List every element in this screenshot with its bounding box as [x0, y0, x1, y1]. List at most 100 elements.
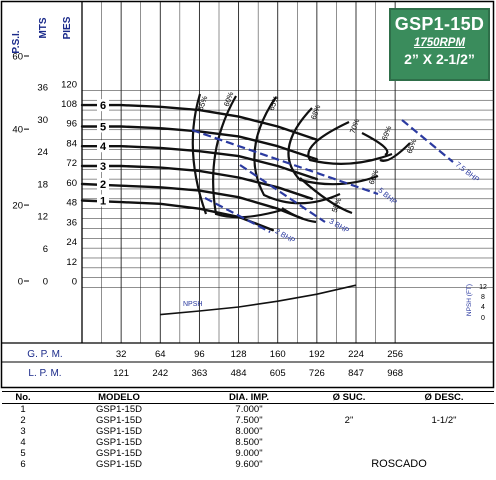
row-no: 2	[20, 415, 26, 426]
head-curve-4	[80, 145, 319, 181]
efficiency-curve	[299, 177, 353, 215]
row-desc	[394, 404, 494, 416]
gpm-label: G. P. M.	[27, 349, 62, 360]
efficiency-curve	[212, 95, 283, 219]
curve-number-bg	[97, 178, 109, 191]
npsh-tick: 4	[481, 304, 485, 311]
npsh-tick: 0	[481, 315, 485, 322]
lpm-tick: 847	[348, 368, 364, 379]
pies-tick: 108	[61, 99, 77, 110]
model-table: No. MODELO DIA. IMP. Ø SUC. Ø DESC. 1 GSP…	[2, 391, 494, 470]
gpm-tick: 32	[116, 349, 127, 360]
table-row: 5 GSP1-15D 9.000"	[2, 448, 494, 459]
row-no: 5	[20, 448, 26, 459]
pies-axis-label: PIES	[62, 16, 73, 39]
efficiency-curve	[281, 207, 317, 224]
bhp-line	[191, 128, 379, 196]
mts-tick: 36	[37, 82, 48, 93]
efficiency-label: 68%	[309, 103, 323, 120]
psi-tick: 20	[12, 201, 23, 212]
mts-tick: 24	[37, 147, 48, 158]
row-no: 6	[20, 459, 26, 470]
row-dia: 9.600"	[235, 459, 263, 470]
head-curve-3	[80, 164, 314, 200]
row-desc: 1-1/2"	[431, 415, 457, 426]
row-suc	[304, 426, 394, 437]
gpm-tick: 128	[231, 349, 247, 360]
col-no: No.	[2, 391, 44, 404]
pies-tick: 24	[66, 237, 77, 248]
mts-tick: 12	[37, 212, 48, 223]
bhp-label: 2 BHP	[274, 227, 297, 246]
efficiency-label: 69%	[380, 124, 394, 141]
col-modelo: MODELO	[44, 391, 194, 404]
npsh-tick: 8	[481, 294, 485, 301]
gpm-tick: 256	[387, 349, 403, 360]
gpm-tick: 96	[194, 349, 205, 360]
bhp-line	[204, 197, 271, 233]
col-dia: DIA. IMP.	[194, 391, 304, 404]
curve-number-3: 3	[100, 161, 106, 173]
efficiency-curve	[287, 107, 379, 186]
efficiency-curve	[361, 132, 389, 156]
title-box: GSP1-15D 1750RPM 2” X 2-1/2”	[389, 8, 490, 81]
row-modelo: GSP1-15D	[96, 459, 142, 470]
pies-tick: 0	[72, 277, 77, 288]
psi-tick: 40	[12, 125, 23, 136]
col-suc: Ø SUC.	[304, 391, 394, 404]
efficiency-curve	[379, 142, 411, 162]
npsh-curve-label: NPSH	[183, 301, 202, 308]
lpm-tick: 121	[113, 368, 129, 379]
curve-number-4: 4	[100, 141, 107, 153]
head-curve-6	[80, 103, 319, 141]
psi-axis-label: P.S.I.	[11, 30, 22, 53]
psi-tick: 60	[12, 52, 23, 63]
row-dia: 8.500"	[235, 437, 263, 448]
pies-tick: 36	[66, 217, 77, 228]
row-desc	[394, 426, 494, 437]
row-modelo: GSP1-15D	[96, 415, 142, 426]
curve-number-2: 2	[100, 179, 106, 191]
table-row: 6 GSP1-15D 9.600" ROSCADO	[2, 459, 494, 471]
pies-tick: 12	[66, 257, 77, 268]
efficiency-curve	[253, 96, 341, 205]
mts-tick: 6	[43, 244, 48, 255]
grid	[2, 2, 494, 344]
pies-tick: 96	[66, 119, 77, 130]
table-row: 4 GSP1-15D 8.500"	[2, 437, 494, 448]
row-no: 3	[20, 426, 26, 437]
chart-frame	[0, 0, 495, 389]
row-dia: 9.000"	[235, 448, 263, 459]
efficiency-label: 60%	[367, 168, 381, 185]
pies-tick: 120	[61, 79, 77, 90]
lpm-tick: 484	[231, 368, 247, 379]
rpm-label: 1750RPM	[413, 37, 466, 49]
lpm-tick: 968	[387, 368, 403, 379]
x-axis: G. P. M. L. P. M. 32 64 96 128 160 192 224 256 121…	[2, 349, 494, 379]
lpm-tick: 726	[309, 368, 325, 379]
row-modelo: GSP1-15D	[96, 448, 142, 459]
curve-number-bg	[97, 99, 109, 112]
row-suc	[304, 404, 394, 416]
lpm-tick: 605	[270, 368, 286, 379]
row-no: 1	[20, 404, 26, 415]
bhp-label: 3 BHP	[328, 217, 351, 236]
table-row: 2 GSP1-15D 7.500" 2" 1-1/2"	[2, 415, 494, 426]
pump-curve-chart: P.S.I. MTS PIES 120108968472604836241203…	[0, 0, 495, 389]
row-desc	[394, 437, 494, 448]
gpm-tick: 64	[155, 349, 166, 360]
npsh-tick: 12	[479, 284, 487, 291]
gpm-tick: 160	[270, 349, 286, 360]
row-suc	[304, 437, 394, 448]
head-curve-1	[80, 199, 274, 232]
curve-number-1: 1	[100, 195, 106, 207]
col-desc: Ø DESC.	[394, 391, 494, 404]
npsh-line	[160, 284, 357, 316]
row-dia: 8.000"	[235, 426, 263, 437]
bhp-line	[401, 119, 454, 163]
mts-tick: 18	[37, 179, 48, 190]
mts-axis-label: MTS	[38, 17, 49, 38]
efficiency-curve	[191, 93, 208, 215]
gpm-tick: 224	[348, 349, 364, 360]
